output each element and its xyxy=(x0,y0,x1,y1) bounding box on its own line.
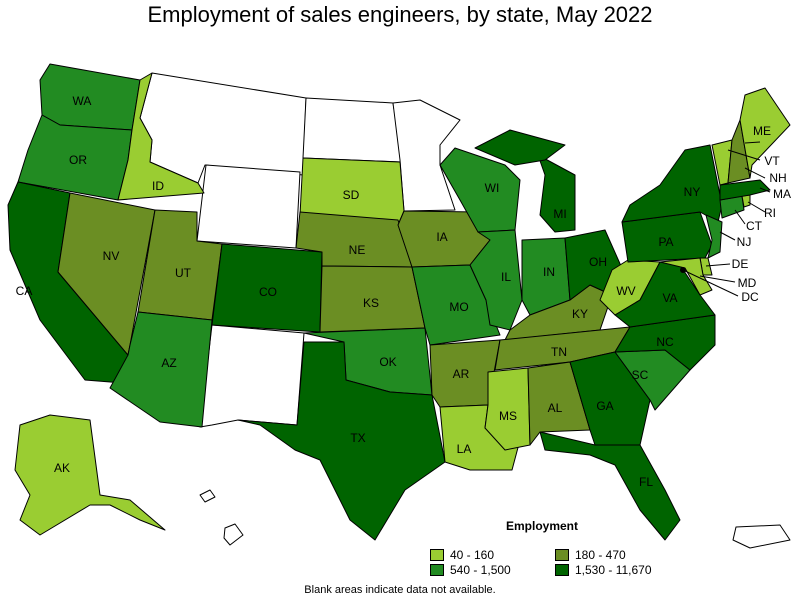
state-NY[interactable] xyxy=(621,144,723,223)
state-NM[interactable] xyxy=(199,324,305,428)
legend-item-1: 40 - 160 xyxy=(430,548,494,562)
legend-item-3: 540 - 1,500 xyxy=(430,563,511,577)
state-NJ[interactable] xyxy=(705,214,723,259)
label-MO: MO xyxy=(449,300,468,314)
label-SD: SD xyxy=(343,188,360,202)
label-NC: NC xyxy=(656,335,674,349)
label-MA: MA xyxy=(773,187,791,201)
label-NE: NE xyxy=(349,243,366,257)
state-MI[interactable] xyxy=(537,154,576,233)
legend-label-3: 540 - 1,500 xyxy=(450,563,511,577)
label-AR: AR xyxy=(453,367,470,381)
label-MD: MD xyxy=(738,276,757,290)
label-FL: FL xyxy=(639,475,653,489)
label-DC: DC xyxy=(741,290,759,304)
state-MI-UP[interactable] xyxy=(474,129,566,166)
state-IL[interactable] xyxy=(469,229,523,331)
label-ME: ME xyxy=(753,124,771,138)
label-VT: VT xyxy=(764,154,780,168)
label-UT: UT xyxy=(175,266,192,280)
label-WI: WI xyxy=(485,181,500,195)
legend-swatch-2 xyxy=(555,549,569,561)
state-AK[interactable] xyxy=(14,414,166,536)
state-AL[interactable] xyxy=(527,361,591,446)
label-CA: CA xyxy=(16,284,33,298)
label-VA: VA xyxy=(662,291,677,305)
label-NV: NV xyxy=(103,249,120,263)
label-DE: DE xyxy=(732,257,749,271)
label-CT: CT xyxy=(746,219,763,233)
legend-swatch-4 xyxy=(555,564,569,576)
label-KY: KY xyxy=(572,307,588,321)
state-FL[interactable] xyxy=(539,431,681,541)
label-TN: TN xyxy=(551,345,567,359)
label-IA: IA xyxy=(436,230,447,244)
label-OK: OK xyxy=(379,355,396,369)
state-HI2[interactable] xyxy=(223,523,244,546)
legend-item-2: 180 - 470 xyxy=(555,548,626,562)
label-WV: WV xyxy=(616,284,635,298)
state-TX[interactable] xyxy=(237,341,446,541)
state-WY[interactable] xyxy=(196,164,301,249)
state-MA[interactable] xyxy=(719,179,771,201)
state-VA[interactable] xyxy=(614,261,716,328)
label-NH: NH xyxy=(769,171,786,185)
legend-label-2: 180 - 470 xyxy=(575,548,626,562)
legend-swatch-1 xyxy=(430,549,444,561)
label-KS: KS xyxy=(363,296,379,310)
label-NJ: NJ xyxy=(737,235,752,249)
state-ME[interactable] xyxy=(739,87,791,179)
label-AZ: AZ xyxy=(161,356,176,370)
label-OR: OR xyxy=(69,153,87,167)
legend-swatch-3 xyxy=(430,564,444,576)
label-NY: NY xyxy=(684,185,701,199)
state-PR[interactable] xyxy=(732,524,791,549)
state-ID[interactable] xyxy=(117,72,205,201)
label-CO: CO xyxy=(259,285,277,299)
label-TX: TX xyxy=(350,431,365,445)
legend-item-4: 1,530 - 11,670 xyxy=(555,563,652,577)
label-IN: IN xyxy=(543,265,555,279)
label-AK: AK xyxy=(54,461,70,475)
label-LA: LA xyxy=(457,442,472,456)
label-MS: MS xyxy=(499,409,517,423)
label-WA: WA xyxy=(73,94,92,108)
legend-label-1: 40 - 160 xyxy=(450,548,495,562)
legend-title: Employment xyxy=(506,519,579,533)
label-SC: SC xyxy=(632,368,649,382)
label-ID: ID xyxy=(152,179,164,193)
label-AL: AL xyxy=(548,401,563,415)
state-AZ[interactable] xyxy=(109,311,213,428)
label-GA: GA xyxy=(596,399,613,413)
label-IL: IL xyxy=(501,270,511,284)
map-title: Employment of sales engineers, by state,… xyxy=(147,2,653,27)
state-HI[interactable] xyxy=(199,489,216,503)
label-MI: MI xyxy=(553,207,566,221)
state-ND[interactable] xyxy=(302,97,403,163)
callout-lines xyxy=(682,141,771,297)
state-RI[interactable] xyxy=(741,194,751,208)
label-OH: OH xyxy=(589,255,607,269)
label-RI: RI xyxy=(764,206,776,220)
label-PA: PA xyxy=(658,235,673,249)
footnote: Blank areas indicate data not available. xyxy=(304,584,496,596)
legend-label-4: 1,530 - 11,670 xyxy=(575,563,652,577)
